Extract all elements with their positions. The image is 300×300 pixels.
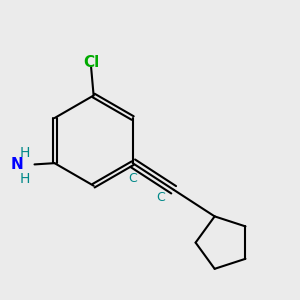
Text: H: H xyxy=(20,172,30,186)
Text: H: H xyxy=(20,146,30,160)
Text: C: C xyxy=(157,191,165,204)
Text: Cl: Cl xyxy=(83,56,99,70)
Text: N: N xyxy=(11,157,23,172)
Text: C: C xyxy=(128,172,137,184)
